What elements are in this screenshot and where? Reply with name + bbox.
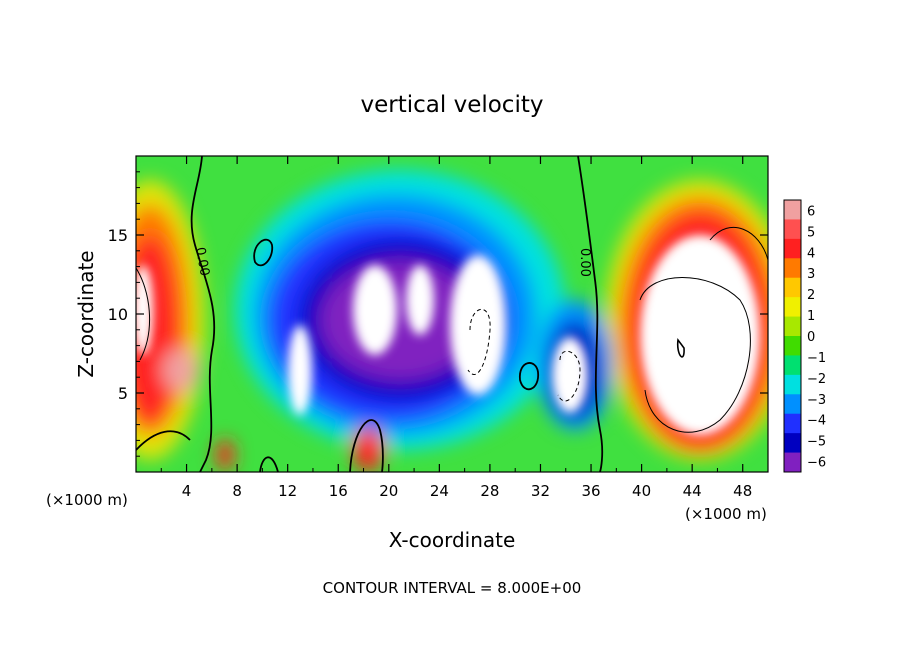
colorbar-label: −2 xyxy=(807,372,826,387)
contour-label: 0.00 xyxy=(577,248,592,277)
heatmap-field xyxy=(136,156,768,472)
updraft-bottom-b xyxy=(216,439,234,471)
colorbar-label: 1 xyxy=(807,309,815,324)
colorbar-swatch xyxy=(784,452,801,473)
zero-contour-right xyxy=(577,156,604,472)
chart-title: vertical velocity xyxy=(361,92,544,118)
contour-lines xyxy=(136,156,768,472)
zero-contour-left xyxy=(190,156,216,472)
y-tick-label: 5 xyxy=(118,384,128,403)
contour-interval-note: CONTOUR INTERVAL = 8.000E+00 xyxy=(323,579,582,597)
contour-label: 0.00 xyxy=(192,246,212,277)
colorbar-swatch xyxy=(784,238,801,259)
y-axis-label: Z-coordinate xyxy=(74,250,98,377)
colorbar-swatch xyxy=(784,374,801,395)
saturated-central-c xyxy=(406,265,434,335)
zero-contour-bottom xyxy=(136,419,384,472)
saturated-central-d xyxy=(288,325,312,415)
colorbar-swatch xyxy=(784,355,801,376)
colorbar: 6 5 4 3 2 1 0 −1 −2 −3 −4 −5 −6 xyxy=(783,199,826,473)
colorbar-label: 6 xyxy=(807,204,815,219)
colorbar-swatch xyxy=(784,433,801,454)
contour-right-a xyxy=(639,277,751,433)
y-tick-label: 10 xyxy=(108,305,128,324)
contour-dashed-b xyxy=(557,350,581,402)
saturated-central-b xyxy=(353,265,397,355)
x-axis-label: X-coordinate xyxy=(389,528,516,552)
updraft-left-low xyxy=(162,348,198,392)
x-tick-label: 4 xyxy=(182,482,192,500)
contour-left-a xyxy=(136,267,150,361)
updraft-bottom-a xyxy=(352,428,384,472)
colorbar-swatch xyxy=(784,219,801,240)
saturated-central-a xyxy=(450,255,506,395)
x-tick-label: 48 xyxy=(733,482,752,500)
x-tick-label: 24 xyxy=(430,482,449,500)
x-tick-label: 44 xyxy=(683,482,702,500)
contour-labels: 0.00 0.00 xyxy=(192,246,592,277)
contour-right-b xyxy=(709,227,768,261)
saturated-central-e xyxy=(552,337,588,413)
x-tick-label: 16 xyxy=(329,482,348,500)
colorbar-swatch xyxy=(784,336,801,356)
colorbar-swatch xyxy=(784,297,801,318)
x-tick-label: 32 xyxy=(531,482,550,500)
colorbar-swatch xyxy=(784,258,801,279)
colorbar-swatch xyxy=(784,413,801,434)
colorbar-label: −4 xyxy=(807,414,826,429)
saturated-right xyxy=(640,235,760,435)
x-tick-label: 36 xyxy=(581,482,600,500)
colorbar-label: −5 xyxy=(807,435,826,450)
colorbar-label: −3 xyxy=(807,393,826,408)
y-tick-label: 15 xyxy=(108,226,128,245)
colorbar-label: 4 xyxy=(807,246,815,261)
colorbar-label: 3 xyxy=(807,267,815,282)
colorbar-swatch xyxy=(784,200,801,220)
contour-right-c xyxy=(676,337,685,358)
x-tick-label: 28 xyxy=(480,482,499,500)
x-units-right: (×1000 m) xyxy=(685,505,767,523)
colorbar-swatch xyxy=(784,277,801,298)
colorbar-label: −6 xyxy=(807,456,826,471)
x-tick-label: 20 xyxy=(379,482,398,500)
colorbar-frame xyxy=(783,199,802,473)
y-axis: 5 10 15 xyxy=(108,171,768,457)
x-tick-label: 8 xyxy=(232,482,242,500)
zero-contour-cell-b xyxy=(519,362,539,391)
colorbar-label: −1 xyxy=(807,351,826,366)
zero-contour-cell-a xyxy=(253,238,274,267)
colorbar-label: 5 xyxy=(807,225,815,240)
colorbar-label: 2 xyxy=(807,288,815,303)
x-tick-label: 12 xyxy=(278,482,297,500)
x-units-left: (×1000 m) xyxy=(46,491,128,509)
contour-dashed-a xyxy=(467,308,491,375)
colorbar-swatch xyxy=(784,394,801,415)
colorbar-label: 0 xyxy=(807,330,815,345)
x-tick-label: 40 xyxy=(632,482,651,500)
colorbar-swatch xyxy=(784,316,801,337)
x-axis: 4 8 12 16 20 24 28 32 36 40 44 48 xyxy=(160,156,752,500)
